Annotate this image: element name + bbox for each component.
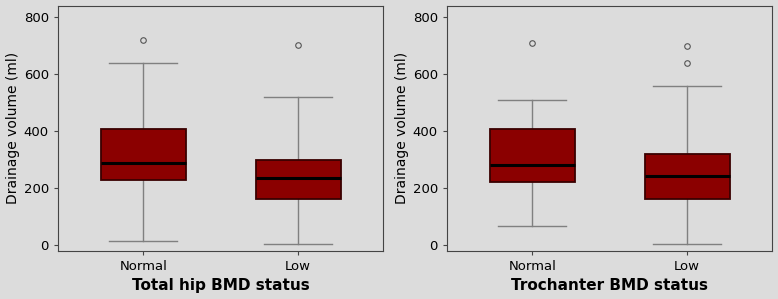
Bar [645,155,730,199]
X-axis label: Trochanter BMD status: Trochanter BMD status [511,278,708,293]
Y-axis label: Drainage volume (ml): Drainage volume (ml) [394,52,408,204]
Bar [100,129,186,180]
Y-axis label: Drainage volume (ml): Drainage volume (ml) [5,52,19,204]
Bar [256,160,341,199]
Bar [489,129,575,182]
X-axis label: Total hip BMD status: Total hip BMD status [131,278,310,293]
